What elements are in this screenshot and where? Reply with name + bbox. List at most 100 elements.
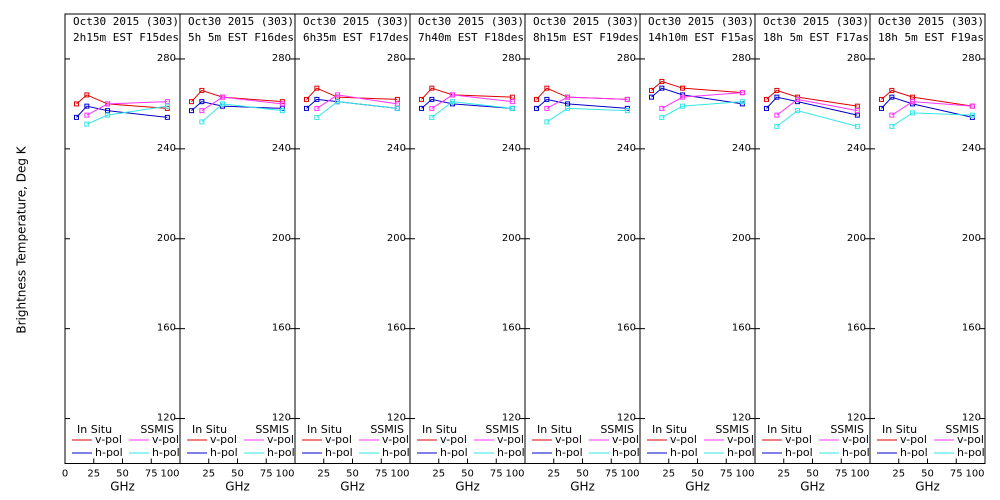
point — [105, 112, 111, 118]
legend-title: In Situ — [767, 423, 802, 436]
series-line — [661, 101, 743, 118]
series-line — [431, 101, 513, 118]
y-tick-label: 280 — [732, 53, 751, 64]
y-tick-label: 160 — [617, 323, 636, 334]
legend-label: h-pol — [727, 446, 755, 459]
legend-label: v-pol — [325, 433, 352, 446]
point — [199, 99, 205, 105]
legend-title: In Situ — [537, 423, 572, 436]
panel-title: Oct30 2015 (303) — [763, 15, 869, 28]
legend-title: In Situ — [307, 423, 342, 436]
y-tick-label: 200 — [502, 233, 521, 244]
y-tick-label: 200 — [732, 233, 751, 244]
x-tick-label: 50 — [691, 469, 704, 480]
x-tick-label: 75 — [260, 469, 273, 480]
legend-label: v-pol — [957, 433, 984, 446]
point — [854, 108, 860, 114]
point — [969, 103, 975, 109]
legend-title: SSMIS — [715, 423, 749, 436]
x-tick-label: 100 — [620, 469, 639, 480]
point — [314, 96, 320, 102]
series-line — [776, 110, 858, 127]
series-line — [651, 87, 743, 105]
x-tick-label: 75 — [145, 469, 158, 480]
panel: Oct30 2015 (303) 5h 5m EST F16des — [188, 15, 294, 44]
point — [84, 112, 90, 118]
legend-label: h-pol — [957, 446, 985, 459]
y-tick-label: 240 — [617, 143, 636, 154]
y-tick-label: 120 — [847, 413, 866, 424]
series-line — [191, 89, 283, 103]
point — [199, 108, 205, 114]
series-line — [76, 105, 168, 118]
x-tick-label: 75 — [375, 469, 388, 480]
y-tick-label: 120 — [387, 413, 406, 424]
series-line — [201, 103, 283, 123]
point — [314, 105, 320, 111]
x-axis-label: GHz — [455, 480, 480, 494]
point — [544, 96, 550, 102]
point — [624, 108, 630, 114]
panel-title: Oct30 2015 (303) — [303, 15, 409, 28]
series-line — [546, 107, 628, 123]
point — [795, 108, 801, 114]
x-tick-label: 50 — [806, 469, 819, 480]
point — [889, 94, 895, 100]
y-tick-label: 160 — [502, 323, 521, 334]
point — [889, 87, 895, 93]
point — [649, 94, 654, 100]
point — [795, 96, 801, 102]
panel: Oct30 2015 (303) 6h35m EST F17des — [303, 15, 409, 44]
point — [774, 94, 780, 100]
y-tick-label: 240 — [847, 143, 866, 154]
point — [889, 123, 895, 129]
point — [774, 123, 780, 129]
point — [304, 105, 309, 111]
x-tick-label: 25 — [892, 469, 905, 480]
point — [910, 110, 916, 116]
x-tick-label: 50 — [116, 469, 129, 480]
y-tick-label: 120 — [617, 413, 636, 424]
point — [105, 101, 111, 107]
point — [659, 85, 665, 91]
panel-title: Oct30 2015 (303) — [188, 15, 294, 28]
point — [659, 114, 665, 120]
y-tick-label: 240 — [157, 143, 176, 154]
x-tick-label: 75 — [950, 469, 963, 480]
point — [164, 103, 170, 109]
point — [879, 105, 884, 111]
point — [199, 119, 205, 125]
x-axis-label: GHz — [110, 480, 135, 494]
x-tick-label: 75 — [720, 469, 733, 480]
panel-subtitle: 14h10m EST F15asc — [648, 31, 761, 44]
x-axis-label: GHz — [570, 480, 595, 494]
legend-title: SSMIS — [830, 423, 864, 436]
y-tick-label: 240 — [387, 143, 406, 154]
y-tick-label: 160 — [962, 323, 981, 334]
y-tick-label: 240 — [962, 143, 981, 154]
point — [774, 112, 780, 118]
point — [74, 101, 79, 107]
point — [189, 99, 194, 105]
panel-subtitle: 8h15m EST F19des — [533, 31, 639, 44]
legend-title: SSMIS — [140, 423, 174, 436]
x-tick-label: 25 — [317, 469, 330, 480]
series-line — [776, 98, 858, 116]
series-line — [76, 94, 168, 109]
legend-label: v-pol — [440, 433, 467, 446]
x-tick-label: 50 — [346, 469, 359, 480]
point — [680, 85, 686, 91]
y-tick-label: 200 — [847, 233, 866, 244]
panel-title: Oct30 2015 (303) — [533, 15, 639, 28]
point — [739, 90, 745, 96]
y-tick-label: 160 — [387, 323, 406, 334]
legend-label: h-pol — [612, 446, 640, 459]
point — [450, 92, 456, 98]
x-tick-label: 25 — [87, 469, 100, 480]
point — [534, 96, 539, 102]
y-tick-label: 280 — [157, 53, 176, 64]
legend-label: h-pol — [440, 446, 468, 459]
panel-title: Oct30 2015 (303) — [878, 15, 984, 28]
legend-label: v-pol — [842, 433, 869, 446]
